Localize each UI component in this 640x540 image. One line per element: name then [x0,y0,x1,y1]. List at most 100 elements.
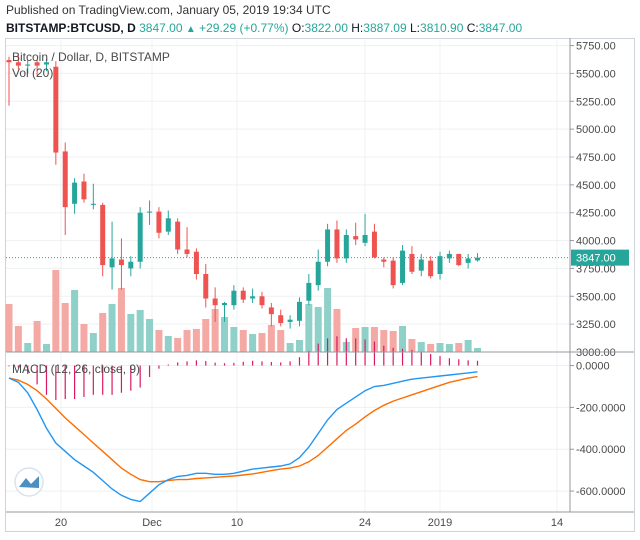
candle-body[interactable] [371,231,377,258]
macd-line [8,371,478,503]
volume-bar [80,324,88,352]
volume-bar [295,340,303,352]
candle-body[interactable] [343,235,349,259]
candle-body[interactable] [446,253,452,259]
candle-body[interactable] [390,260,396,286]
volume-bar [333,309,341,352]
candle-body[interactable] [428,260,434,277]
candle-body[interactable] [465,258,471,263]
candle-body[interactable] [62,151,68,208]
chart-frame[interactable] [5,38,635,532]
candle-body[interactable] [222,302,228,306]
candle-body[interactable] [43,62,49,65]
volume-bar [108,304,116,352]
candle-body[interactable] [81,181,87,200]
candle-body[interactable] [184,249,190,254]
volume-bar [314,307,322,352]
volume-bar [136,310,144,352]
candle-body[interactable] [325,229,331,262]
candle-body[interactable] [231,290,237,306]
volume-bar [33,321,41,352]
candle-body[interactable] [118,259,124,266]
candle-body[interactable] [165,218,171,232]
candle-body[interactable] [278,315,284,324]
candle-body[interactable] [15,62,21,66]
volume-bar [455,343,463,352]
last-price-badge-label: 3847.00 [576,253,616,265]
candle-body[interactable] [381,259,387,262]
price-tick-label: 5500.00 [576,68,616,80]
volume-label: Vol (20) [12,66,53,80]
candle-body[interactable] [287,319,293,322]
candle-body[interactable] [409,253,415,272]
volume-bar [277,330,285,352]
candle-body[interactable] [250,296,256,299]
macd-pane-title: MACD (12, 26, close, 9) [12,362,140,376]
volume-bar [286,343,294,352]
volume-bar [389,331,397,352]
volume-bar [71,290,79,352]
price-tick-label: 3000.00 [576,347,616,359]
candle-body[interactable] [334,229,340,259]
candle-body[interactable] [53,66,59,153]
candle-body[interactable] [109,258,115,268]
price-tick-label: 3250.00 [576,319,616,331]
axes: 5750.00 5500.00 5250.00 5000.00 4750.00 4500.… [6,38,634,529]
candle-body[interactable] [100,204,106,266]
volume-bar [399,326,407,352]
high-label: H: [351,21,364,35]
volume-bar [89,333,97,352]
volume-bar [370,327,378,352]
close-value: 3847.00 [478,21,523,35]
price-tick-label: 4250.00 [576,208,616,220]
candle-body[interactable] [203,274,209,299]
candle-body[interactable] [90,203,96,205]
volume-bar [427,344,435,352]
signal-line [8,375,478,483]
candle-body[interactable] [212,298,218,306]
candle-body[interactable] [437,256,443,274]
volume-bar [192,329,200,352]
candle-body[interactable] [315,261,321,286]
candle-body[interactable] [175,221,181,250]
volume-bar [14,326,22,352]
volume-bar [445,344,453,352]
price-tick-label: 3750.00 [576,263,616,275]
candle-body[interactable] [456,253,462,266]
candle-body[interactable] [72,182,78,204]
volume-bar [436,343,444,352]
macd-tick-label: -400.0000 [576,444,626,456]
up-arrow-icon: ▲ [185,24,196,35]
time-tick-label: 2019 [428,517,452,529]
candle-body[interactable] [25,64,31,66]
candle-body[interactable] [400,250,406,283]
candle-body[interactable] [362,235,368,243]
time-tick-label: 14 [551,517,563,529]
candle-body[interactable] [259,296,265,306]
logo-mark [19,476,39,488]
volume-bar [474,348,481,352]
candle-body[interactable] [296,301,302,321]
candle-body[interactable] [193,251,199,274]
candle-body[interactable] [128,261,134,269]
candle-body[interactable] [240,290,246,300]
volume-bar [464,340,472,352]
price-tick-label: 3500.00 [576,291,616,303]
candle-body[interactable] [353,236,359,240]
low-value: 3810.90 [420,21,464,35]
candle-body[interactable] [418,259,424,271]
candle-body[interactable] [306,282,312,301]
volume-bar [5,304,13,352]
candle-body[interactable] [147,211,153,213]
candle-body[interactable] [156,211,162,233]
volume-bar [155,330,163,352]
candlesticks[interactable] [6,55,481,329]
candle-body[interactable] [34,62,40,66]
candle-body[interactable] [268,307,274,315]
quote-bar: BITSTAMP:BTCUSD, D 3847.00 ▲ +29.29 (+0.… [6,21,522,37]
candle-body[interactable] [6,60,12,63]
candle-body[interactable] [475,257,480,261]
candle-body[interactable] [137,212,143,262]
time-tick-label: Dec [142,517,162,529]
